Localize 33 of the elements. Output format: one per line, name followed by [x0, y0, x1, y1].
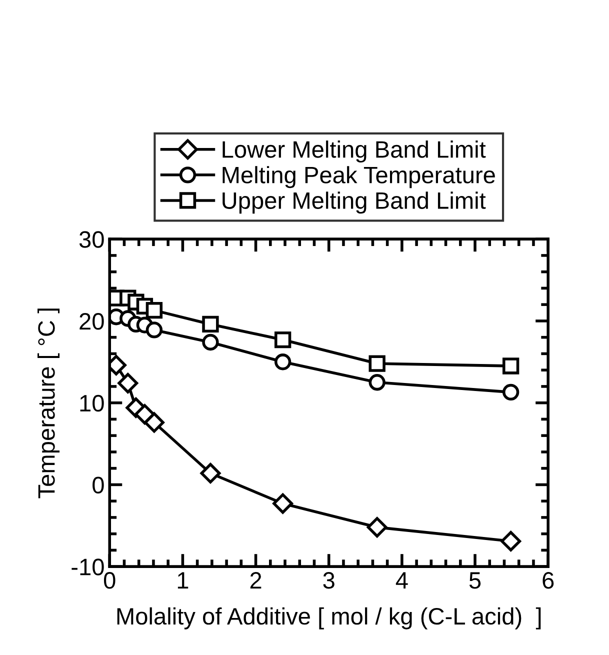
x-axis-title: Molality of Additive [ mol / kg (C-L acid) ]: [117, 607, 541, 630]
point: [368, 355, 386, 372]
point: [202, 334, 219, 351]
point: [200, 463, 221, 484]
x-tick-label: 4: [396, 572, 408, 589]
y-tick-label: 20: [80, 313, 104, 330]
point: [272, 493, 294, 514]
point: [500, 530, 522, 552]
point: [274, 331, 292, 348]
point: [146, 322, 163, 338]
y-tick-label: 10: [80, 394, 104, 412]
point: [502, 384, 520, 401]
y-tick-label: -10: [72, 558, 104, 576]
point: [202, 316, 219, 333]
x-tick-label: 2: [250, 572, 262, 589]
point: [118, 372, 138, 394]
point: [368, 374, 386, 391]
y-axis-title: Temperature [ °C ]: [38, 308, 60, 498]
point: [502, 358, 520, 374]
y-tick-label: 30: [79, 231, 104, 248]
x-tick-label: 1: [178, 572, 188, 589]
x-tick-label: 6: [542, 572, 554, 589]
point: [366, 517, 388, 538]
legend-label: Upper Melting Band Limit: [222, 192, 486, 214]
y-tick-label: 0: [92, 476, 104, 494]
x-tick-label: 0: [104, 572, 116, 589]
legend-label: Lower Melting Band Limit: [222, 140, 486, 163]
point: [146, 302, 163, 319]
x-tick-label: 3: [323, 572, 334, 589]
point: [274, 354, 292, 370]
point: [144, 412, 164, 433]
x-tick-label: 5: [469, 572, 481, 589]
legend-label: Melting Peak Temperature: [222, 166, 495, 188]
